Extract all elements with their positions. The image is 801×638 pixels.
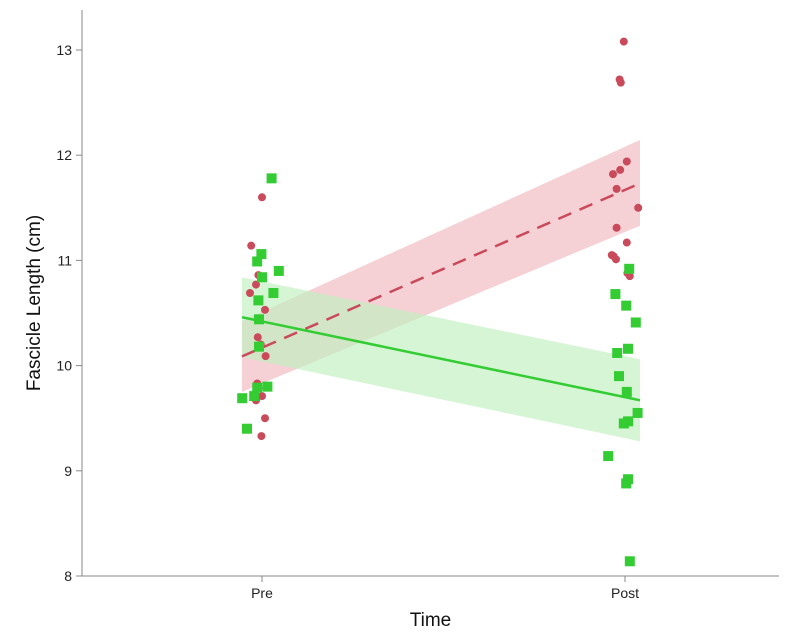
trend-line-1 <box>241 316 641 402</box>
data-point-circle <box>622 157 631 166</box>
y-tick-label: 9 <box>64 463 72 479</box>
data-point-square <box>268 288 279 299</box>
data-point-circle <box>246 289 254 298</box>
y-axis-ticks: 8 9 10 11 12 13 <box>56 42 82 584</box>
data-point-square <box>624 556 635 567</box>
trend-lines <box>241 182 641 402</box>
data-point-square <box>253 295 264 306</box>
data-point-circle <box>253 333 262 342</box>
data-point-square <box>254 341 264 352</box>
data-point-square <box>623 343 633 354</box>
y-tick-label: 13 <box>56 42 72 58</box>
x-axis-ticks: Pre Post <box>251 576 639 601</box>
data-point-square <box>618 418 629 429</box>
x-tick-label-pre: Pre <box>251 585 273 601</box>
data-point-circle <box>252 280 260 289</box>
data-point-circle <box>619 37 628 46</box>
data-point-square <box>256 249 267 260</box>
data-point-square <box>610 289 621 300</box>
data-point-square <box>621 478 632 489</box>
data-point-circle <box>257 432 266 441</box>
data-point-square <box>249 391 260 402</box>
data-point-circle <box>258 193 266 202</box>
data-point-square <box>254 314 264 325</box>
data-point-square <box>242 423 252 434</box>
data-point-square <box>624 263 635 274</box>
data-point-square <box>614 371 624 382</box>
data-point-circle <box>616 165 625 174</box>
data-point-square <box>237 393 248 404</box>
data-point-square <box>630 317 641 328</box>
data-point-square <box>262 381 273 392</box>
data-point-circle <box>612 255 620 264</box>
data-point-square <box>252 382 263 393</box>
data-point-square <box>621 386 632 397</box>
data-point-circle <box>616 78 625 87</box>
y-tick-label: 8 <box>64 568 72 584</box>
data-point-circle <box>609 170 617 179</box>
confidence-bands <box>242 139 640 442</box>
data-point-circle <box>612 184 621 193</box>
y-tick-label: 11 <box>57 252 72 268</box>
data-point-circle <box>612 223 621 232</box>
data-point-circle <box>247 241 256 250</box>
trend-line-0 <box>241 182 641 358</box>
y-axis-title: Fascicle Length (cm) <box>24 215 45 391</box>
data-point-circle <box>261 305 269 314</box>
data-point-square <box>621 300 632 311</box>
data-point-circle <box>622 238 631 247</box>
y-tick-label: 10 <box>56 358 72 374</box>
x-axis-title: Time <box>410 610 452 631</box>
y-tick-label: 12 <box>56 147 72 163</box>
data-point-square <box>252 256 263 267</box>
data-point-square <box>632 407 643 418</box>
data-point-square <box>257 272 267 283</box>
data-point-square <box>266 173 277 184</box>
data-point-square <box>603 451 614 462</box>
data-point-circle <box>625 272 634 281</box>
data-point-square <box>273 265 284 276</box>
x-tick-label-post: Post <box>611 585 639 601</box>
data-point-circle <box>258 392 266 401</box>
data-point-circle <box>261 352 270 361</box>
data-point-circle <box>634 203 643 212</box>
data-point-square <box>612 347 623 358</box>
axes <box>81 10 779 577</box>
data-point-circle <box>261 414 269 423</box>
data-points <box>237 37 643 567</box>
